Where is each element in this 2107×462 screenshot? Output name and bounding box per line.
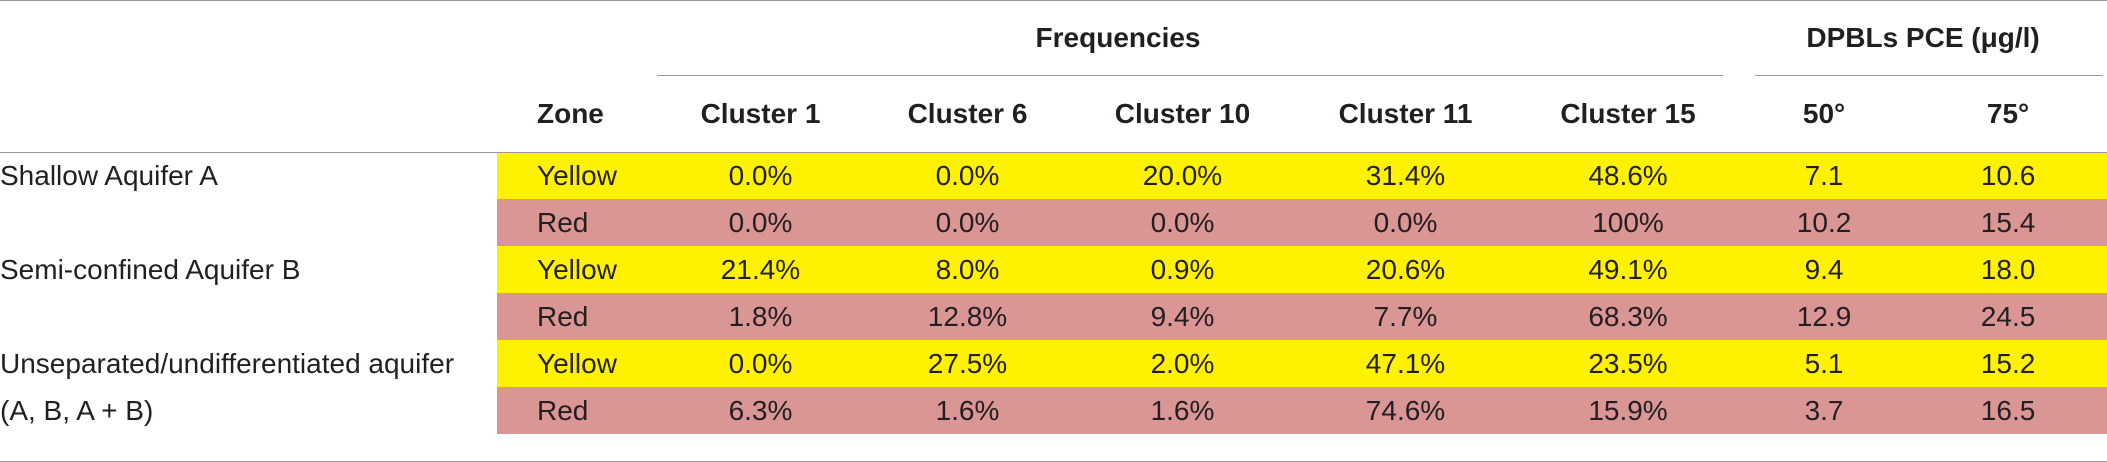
cluster10-cell: 20.0%: [1071, 152, 1294, 199]
cluster11-cell: 74.6%: [1294, 387, 1517, 434]
p75-cell: 10.6: [1909, 152, 2107, 199]
zone-cell: Yellow: [497, 152, 657, 199]
cluster1-cell: 21.4%: [657, 246, 864, 293]
aquifer-cell: Shallow Aquifer A: [0, 152, 497, 199]
cluster11-cell: 20.6%: [1294, 246, 1517, 293]
cluster6-header: Cluster 6: [907, 98, 1028, 129]
p50-cell: 9.4: [1739, 246, 1910, 293]
aquifer-cell: [0, 199, 497, 246]
cluster15-cell: 48.6%: [1517, 152, 1740, 199]
cluster15-header: Cluster 15: [1560, 98, 1696, 129]
cluster1-cell: 0.0%: [657, 340, 864, 387]
p50-cell: 12.9: [1739, 293, 1910, 340]
cluster15-cell: 15.9%: [1517, 387, 1740, 434]
cluster6-cell: 1.6%: [864, 387, 1071, 434]
p75-header: 75°: [1986, 98, 2030, 129]
column-header-row: Zone Cluster 1 Cluster 6 Cluster 10 Clus…: [0, 76, 2107, 152]
table-row: Unseparated/undifferentiated aquifer Yel…: [0, 340, 2107, 387]
p75-cell: 24.5: [1909, 293, 2107, 340]
cluster10-header: Cluster 10: [1114, 98, 1251, 129]
cluster1-cell: 0.0%: [657, 199, 864, 246]
zone-cell: Red: [497, 293, 657, 340]
table-row: Red 1.8% 12.8% 9.4% 7.7% 68.3% 12.9 24.5: [0, 293, 2107, 340]
table-row: Shallow Aquifer A Yellow 0.0% 0.0% 20.0%…: [0, 152, 2107, 199]
p75-cell: 15.4: [1909, 199, 2107, 246]
cluster10-cell: 0.9%: [1071, 246, 1294, 293]
cluster10-cell: 2.0%: [1071, 340, 1294, 387]
group-header-row: Frequencies DPBLs PCE (μg/l): [0, 0, 2107, 76]
aquifer-cell: Semi-confined Aquifer B: [0, 246, 497, 293]
cluster15-cell: 100%: [1517, 199, 1740, 246]
p75-cell: 16.5: [1909, 387, 2107, 434]
zone-header: Zone: [537, 98, 604, 129]
aquifer-cell: Unseparated/undifferentiated aquifer: [0, 340, 497, 387]
cluster6-cell: 0.0%: [864, 199, 1071, 246]
top-rule: [0, 0, 2107, 1]
p50-cell: 7.1: [1739, 152, 1910, 199]
aquifer-cell: (A, B, A + B): [0, 387, 497, 434]
cluster15-cell: 23.5%: [1517, 340, 1740, 387]
cluster1-header: Cluster 1: [700, 98, 821, 129]
p75-cell: 15.2: [1909, 340, 2107, 387]
zone-cell: Yellow: [497, 246, 657, 293]
cluster11-cell: 47.1%: [1294, 340, 1517, 387]
table-row: Semi-confined Aquifer B Yellow 21.4% 8.0…: [0, 246, 2107, 293]
cluster15-cell: 49.1%: [1517, 246, 1740, 293]
zone-cell: Red: [497, 199, 657, 246]
cluster1-cell: 0.0%: [657, 152, 864, 199]
p50-cell: 10.2: [1739, 199, 1910, 246]
cluster6-cell: 0.0%: [864, 152, 1071, 199]
cluster15-cell: 68.3%: [1517, 293, 1740, 340]
dpbls-group-header: DPBLs PCE (μg/l): [1739, 0, 2107, 76]
cluster6-cell: 12.8%: [864, 293, 1071, 340]
p50-header: 50°: [1802, 98, 1846, 129]
zone-cell: Red: [497, 387, 657, 434]
cluster1-cell: 1.8%: [657, 293, 864, 340]
cluster1-cell: 6.3%: [657, 387, 864, 434]
cluster10-cell: 9.4%: [1071, 293, 1294, 340]
cluster10-cell: 0.0%: [1071, 199, 1294, 246]
cluster11-cell: 31.4%: [1294, 152, 1517, 199]
zone-cell: Yellow: [497, 340, 657, 387]
p75-cell: 18.0: [1909, 246, 2107, 293]
p50-cell: 5.1: [1739, 340, 1910, 387]
cluster6-cell: 8.0%: [864, 246, 1071, 293]
cluster11-cell: 7.7%: [1294, 293, 1517, 340]
aquifer-cell: [0, 293, 497, 340]
blank-header: [0, 0, 497, 76]
p50-cell: 3.7: [1739, 387, 1910, 434]
table-row: Red 0.0% 0.0% 0.0% 0.0% 100% 10.2 15.4: [0, 199, 2107, 246]
header-rule: [0, 152, 2107, 153]
cluster10-cell: 1.6%: [1071, 387, 1294, 434]
frequency-table: Frequencies DPBLs PCE (μg/l) Zone Cluste…: [0, 0, 2107, 434]
cluster11-header: Cluster 11: [1338, 98, 1473, 129]
frequencies-group-header: Frequencies: [497, 0, 1739, 76]
cluster11-cell: 0.0%: [1294, 199, 1517, 246]
cluster6-cell: 27.5%: [864, 340, 1071, 387]
aquifer-header: [0, 76, 497, 152]
table-row: (A, B, A + B) Red 6.3% 1.6% 1.6% 74.6% 1…: [0, 387, 2107, 434]
